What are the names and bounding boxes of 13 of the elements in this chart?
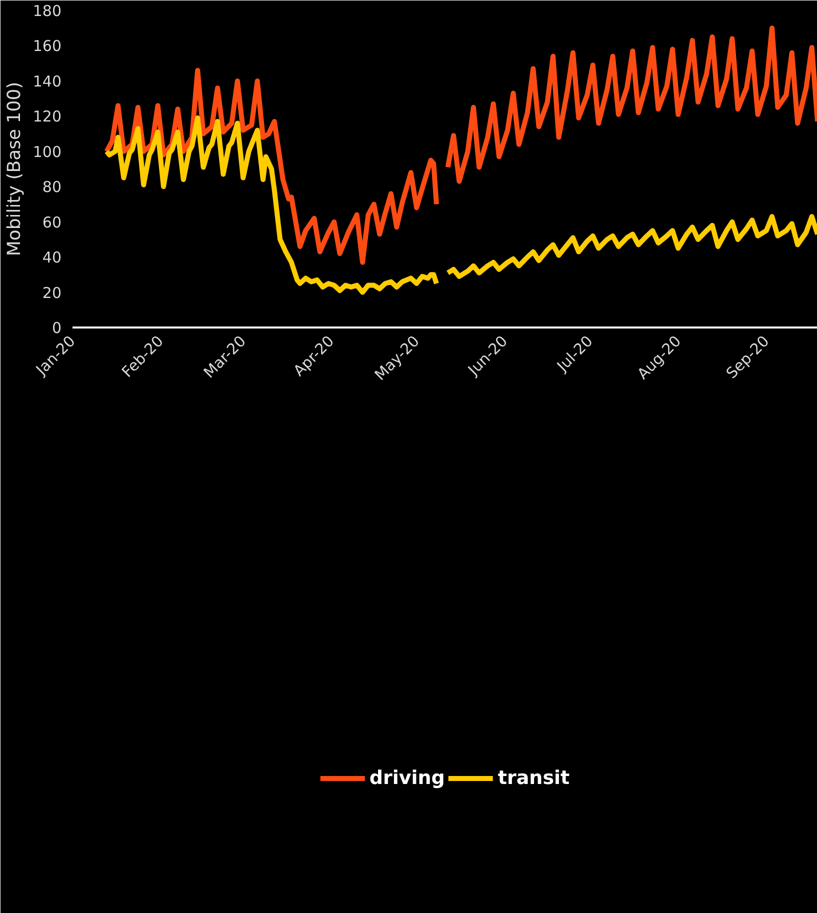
y-tick-label: 80 <box>42 178 62 196</box>
y-tick-label: 20 <box>42 284 62 302</box>
y-tick-label: 140 <box>32 72 62 90</box>
y-tick-label: 0 <box>52 319 62 337</box>
legend-label: transit <box>498 766 570 788</box>
y-tick-label: 180 <box>32 2 62 20</box>
y-axis-title: Mobility (Base 100) <box>4 82 25 256</box>
y-tick-label: 60 <box>42 213 62 232</box>
y-tick-label: 120 <box>32 108 62 126</box>
y-tick-label: 100 <box>32 142 62 161</box>
y-tick-label: 40 <box>42 248 62 267</box>
y-tick-label: 160 <box>32 37 62 56</box>
legend-label: driving <box>369 766 445 788</box>
